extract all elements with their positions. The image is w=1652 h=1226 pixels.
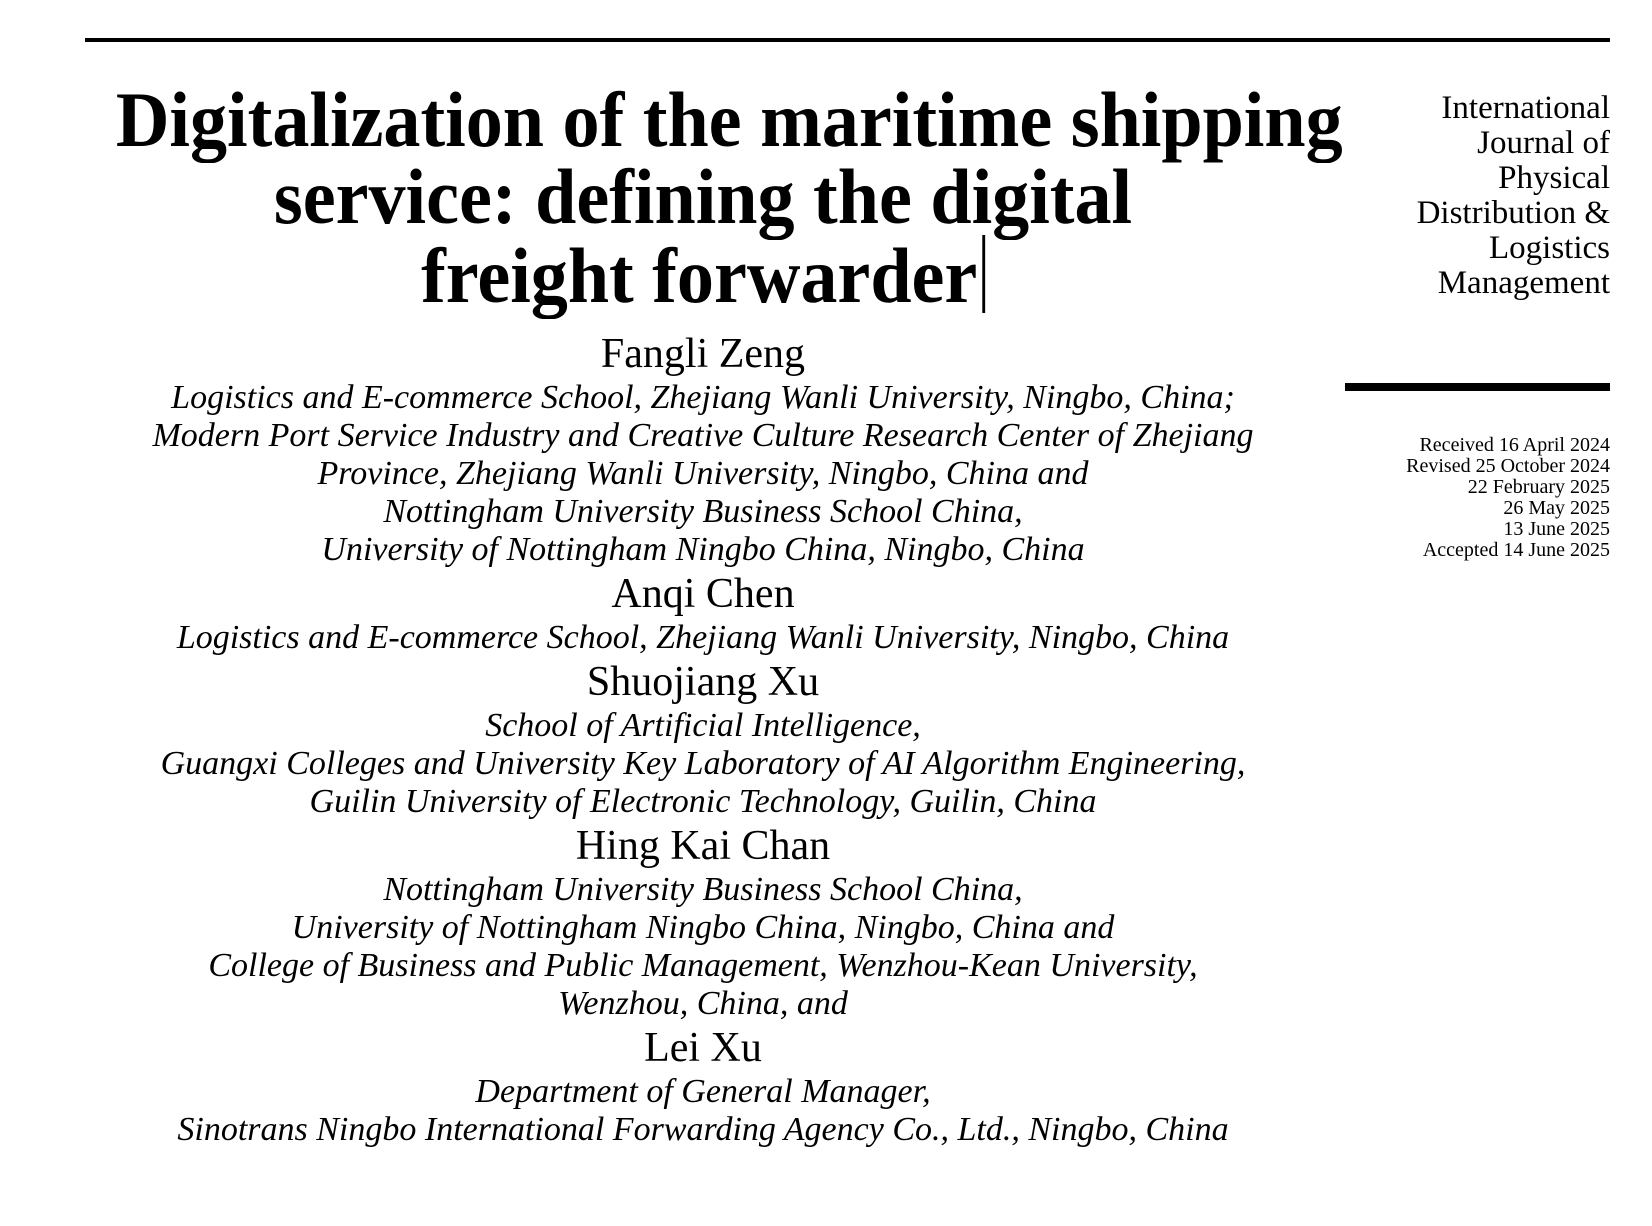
author-affiliation-line: Wenzhou, China, and [558, 985, 848, 1022]
journal-name-line: Management [1437, 265, 1610, 301]
journal-name-line: Distribution & [1416, 195, 1610, 231]
author-affiliation-line: Nottingham University Business School Ch… [383, 493, 1023, 530]
article-title: Digitalization of the maritime shipping … [85, 81, 1343, 315]
history-line: Revised 25 October 2024 [1406, 455, 1610, 477]
author-affiliation-line: Nottingham University Business School Ch… [383, 871, 1023, 908]
title-text: service: defining the digital [273, 153, 1133, 240]
text-cursor-caret [982, 235, 985, 313]
history-line: 13 June 2025 [1503, 518, 1610, 540]
title-text: freight forwarder [421, 232, 978, 319]
masthead-divider-bar [1345, 383, 1610, 391]
author-name: Hing Kai Chan [575, 823, 831, 869]
author-affiliation-line: University of Nottingham Ningbo China, N… [291, 909, 1115, 946]
author-name: Lei Xu [644, 1025, 762, 1071]
article-header: Digitalization of the maritime shipping … [85, 81, 1343, 1149]
author-affiliation-line: College of Business and Public Managemen… [208, 947, 1198, 984]
author-affiliation-line: Logistics and E-commerce School, Zhejian… [176, 619, 1230, 656]
author-affiliation-line: Guangxi Colleges and University Key Labo… [160, 745, 1246, 782]
author-affiliation-line: Logistics and E-commerce School, Zhejian… [171, 379, 1235, 416]
title-line-3: freight forwarder [116, 235, 1290, 315]
author-affiliation-line: Sinotrans Ningbo International Forwardin… [177, 1111, 1229, 1148]
history-line: Accepted 14 June 2025 [1422, 539, 1610, 561]
author-list: Fangli Zeng Logistics and E-commerce Sch… [85, 329, 1321, 1149]
author-name: Shuojiang Xu [586, 659, 820, 705]
title-text: Digitalization of the maritime shipping [115, 76, 1343, 163]
author-affiliation-line: Guilin University of Electronic Technolo… [309, 783, 1097, 820]
author-affiliation-line: Department of General Manager, [475, 1073, 931, 1110]
author-block: Fangli Zeng Logistics and E-commerce Sch… [85, 329, 1321, 569]
journal-name: International Journal of Physical Distri… [1290, 91, 1610, 301]
author-block: Hing Kai Chan Nottingham University Busi… [85, 821, 1321, 1023]
title-line-2: service: defining the digital [116, 158, 1290, 236]
journal-name-line: Journal of [1477, 125, 1610, 161]
author-block: Anqi Chen Logistics and E-commerce Schoo… [85, 569, 1321, 657]
journal-name-line: International [1441, 90, 1610, 126]
article-history: Received 16 April 2024 Revised 25 Octobe… [1290, 435, 1610, 561]
history-line: Received 16 April 2024 [1419, 434, 1610, 456]
journal-masthead-sidebar: International Journal of Physical Distri… [1290, 91, 1610, 561]
author-affiliation-line: Modern Port Service Industry and Creativ… [152, 417, 1254, 454]
title-line-1: Digitalization of the maritime shipping [116, 81, 1343, 159]
author-block: Shuojiang Xu School of Artificial Intell… [85, 657, 1321, 821]
author-affiliation-line: Province, Zhejiang Wanli University, Nin… [317, 455, 1089, 492]
author-affiliation-line: University of Nottingham Ningbo China, N… [321, 531, 1085, 568]
author-name: Fangli Zeng [600, 331, 806, 377]
history-line: 26 May 2025 [1503, 497, 1610, 519]
history-line: 22 February 2025 [1467, 476, 1610, 498]
journal-name-line: Logistics [1489, 230, 1610, 266]
top-rule [85, 38, 1610, 42]
journal-name-line: Physical [1498, 160, 1610, 196]
author-name: Anqi Chen [611, 571, 795, 617]
author-affiliation-line: School of Artificial Intelligence, [485, 707, 921, 744]
author-block: Lei Xu Department of General Manager, Si… [85, 1023, 1321, 1149]
